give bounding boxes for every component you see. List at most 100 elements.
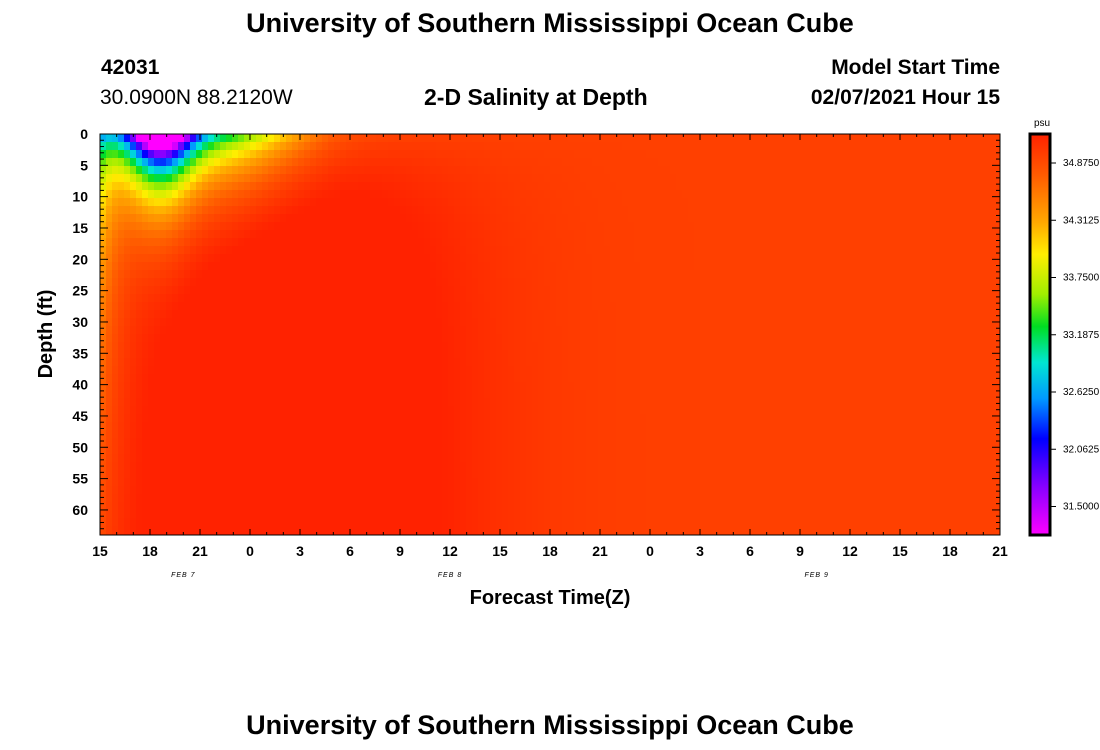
- heatmap-cell: [520, 430, 527, 439]
- heatmap-cell: [178, 478, 185, 487]
- heatmap-cell: [496, 510, 503, 519]
- heatmap-cell: [568, 214, 575, 223]
- heatmap-cell: [142, 302, 149, 311]
- heatmap-cell: [226, 374, 233, 383]
- heatmap-cell: [526, 350, 533, 359]
- heatmap-cell: [484, 518, 491, 527]
- heatmap-cell: [280, 334, 287, 343]
- heatmap-cell: [298, 430, 305, 439]
- heatmap-cell: [124, 430, 131, 439]
- heatmap-cell: [340, 270, 347, 279]
- heatmap-cell: [100, 262, 107, 271]
- heatmap-cell: [340, 150, 347, 159]
- heatmap-cell: [442, 390, 449, 399]
- heatmap-cell: [532, 454, 539, 463]
- heatmap-cell: [502, 262, 509, 271]
- heatmap-cell: [244, 358, 251, 367]
- heatmap-cell: [262, 174, 269, 183]
- heatmap-cell: [112, 478, 119, 487]
- heatmap-cell: [304, 430, 311, 439]
- heatmap-cell: [586, 414, 593, 423]
- heatmap-cell: [616, 270, 623, 279]
- heatmap-cell: [430, 214, 437, 223]
- heatmap-cell: [358, 134, 365, 143]
- heatmap-cell: [568, 166, 575, 175]
- heatmap-cell: [292, 270, 299, 279]
- heatmap-cell: [244, 502, 251, 511]
- heatmap-cell: [478, 158, 485, 167]
- heatmap-cell: [154, 246, 161, 255]
- heatmap-cell: [532, 366, 539, 375]
- heatmap-cell: [136, 334, 143, 343]
- heatmap-cell: [490, 190, 497, 199]
- heatmap-cell: [202, 182, 209, 191]
- heatmap-cell: [670, 174, 677, 183]
- heatmap-cell: [574, 206, 581, 215]
- heatmap-cell: [526, 310, 533, 319]
- heatmap-cell: [358, 158, 365, 167]
- heatmap-cell: [190, 174, 197, 183]
- heatmap-cell: [244, 326, 251, 335]
- heatmap-cell: [142, 366, 149, 375]
- heatmap-cell: [304, 214, 311, 223]
- heatmap-cell: [244, 318, 251, 327]
- heatmap-cell: [178, 510, 185, 519]
- heatmap-cell: [364, 382, 371, 391]
- heatmap-cell: [616, 422, 623, 431]
- heatmap-cell: [400, 198, 407, 207]
- heatmap-cell: [670, 358, 677, 367]
- heatmap-cell: [190, 406, 197, 415]
- heatmap-cell: [682, 278, 689, 287]
- heatmap-cell: [136, 206, 143, 215]
- heatmap-cell: [526, 462, 533, 471]
- heatmap-cell: [484, 310, 491, 319]
- heatmap-cell: [436, 526, 443, 535]
- heatmap-cell: [628, 326, 635, 335]
- heatmap-cell: [568, 318, 575, 327]
- heatmap-cell: [586, 142, 593, 151]
- heatmap-cell: [220, 438, 227, 447]
- heatmap-cell: [394, 446, 401, 455]
- heatmap-cell: [316, 350, 323, 359]
- heatmap-cell: [532, 518, 539, 527]
- heatmap-cell: [334, 422, 341, 431]
- heatmap-cell: [502, 326, 509, 335]
- heatmap-cell: [148, 430, 155, 439]
- heatmap-cell: [682, 414, 689, 423]
- heatmap-cell: [196, 374, 203, 383]
- heatmap-cell: [556, 318, 563, 327]
- heatmap-cell: [196, 238, 203, 247]
- heatmap-cell: [640, 478, 647, 487]
- heatmap-cell: [274, 142, 281, 151]
- heatmap-cell: [250, 318, 257, 327]
- heatmap-cell: [370, 238, 377, 247]
- heatmap-cell: [412, 214, 419, 223]
- heatmap-cell: [586, 214, 593, 223]
- heatmap-cell: [574, 326, 581, 335]
- heatmap-cell: [508, 150, 515, 159]
- heatmap-cell: [526, 358, 533, 367]
- heatmap-cell: [322, 446, 329, 455]
- heatmap-cell: [268, 318, 275, 327]
- heatmap-cell: [208, 438, 215, 447]
- heatmap-cell: [436, 262, 443, 271]
- heatmap-cell: [334, 470, 341, 479]
- heatmap-cell: [658, 302, 665, 311]
- heatmap-cell: [382, 158, 389, 167]
- heatmap-cell: [388, 478, 395, 487]
- heatmap-cell: [418, 270, 425, 279]
- heatmap-cell: [640, 254, 647, 263]
- heatmap-cell: [658, 270, 665, 279]
- heatmap-cell: [466, 278, 473, 287]
- heatmap-cell: [676, 318, 683, 327]
- heatmap-cell: [208, 230, 215, 239]
- heatmap-cell: [568, 238, 575, 247]
- heatmap-cell: [466, 366, 473, 375]
- heatmap-cell: [124, 502, 131, 511]
- heatmap-cell: [604, 382, 611, 391]
- heatmap-cell: [598, 222, 605, 231]
- heatmap-cell: [430, 430, 437, 439]
- heatmap-cell: [316, 134, 323, 143]
- heatmap-cell: [160, 134, 167, 143]
- heatmap-cell: [190, 454, 197, 463]
